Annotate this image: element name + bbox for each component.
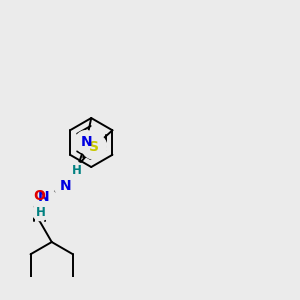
Circle shape: [82, 134, 107, 159]
Text: N: N: [80, 135, 92, 149]
Circle shape: [68, 163, 85, 179]
Text: S: S: [89, 140, 99, 154]
Circle shape: [75, 131, 98, 153]
Circle shape: [55, 175, 77, 198]
Text: N: N: [60, 179, 72, 194]
Circle shape: [32, 204, 49, 220]
Text: H: H: [71, 164, 81, 177]
Text: H: H: [36, 206, 46, 219]
Circle shape: [32, 185, 55, 208]
Text: O: O: [34, 189, 45, 203]
Text: N: N: [38, 190, 50, 204]
Circle shape: [28, 185, 51, 208]
